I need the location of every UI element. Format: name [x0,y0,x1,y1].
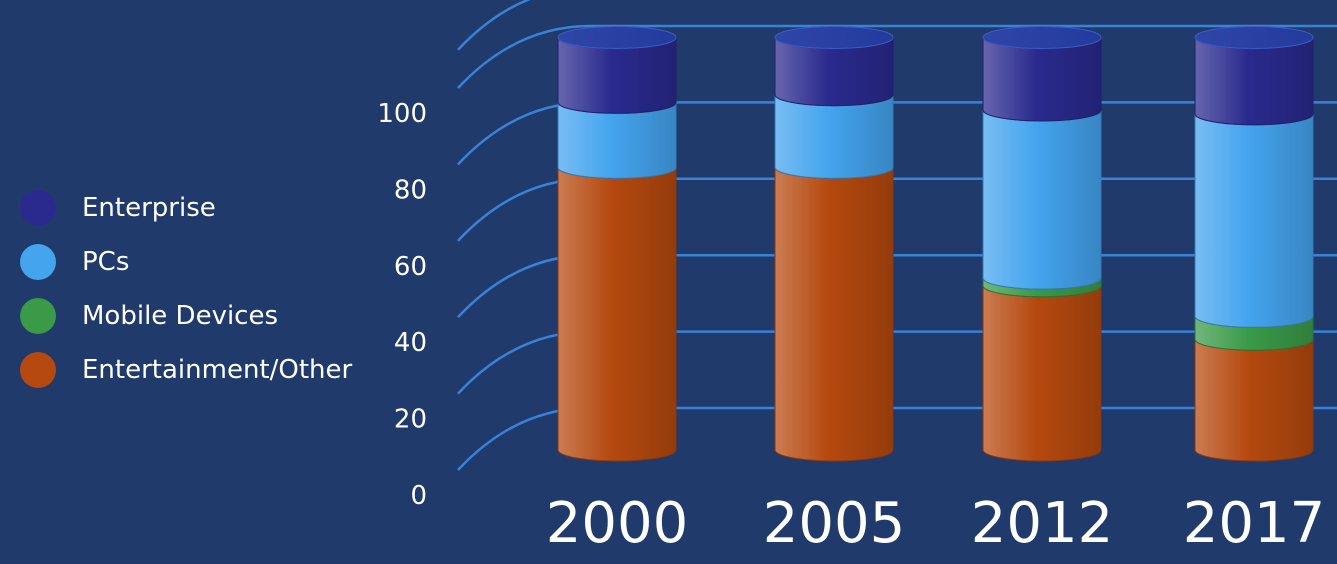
legend-label: Mobile Devices [82,301,279,331]
bar-segment-entertainment-other-2000 [557,167,677,462]
legend-label: Enterprise [82,193,216,223]
bar-segment-entertainment-other-2012 [982,285,1102,462]
legend-label: Entertainment/Other [82,355,353,385]
y-tick-label: 80 [394,175,427,205]
legend-swatch [20,244,56,280]
legend-item-pcs: PCs [20,244,352,280]
legend: Enterprise PCs Mobile Devices Entertainment… [20,190,352,388]
y-tick-label: 40 [394,328,427,358]
x-tick-label-2017: 2017 [1183,491,1326,556]
bar-segment-pcs-2017 [1194,113,1314,328]
bar-2012 [982,25,1102,462]
y-axis-ticks: 0 20 40 60 80 100 [377,99,427,511]
bar-segment-enterprise-2012 [982,37,1102,122]
bar-cap-2000 [557,25,677,49]
y-tick-label: 20 [394,405,427,435]
bars [557,25,1314,462]
legend-label: PCs [82,247,130,277]
bar-segment-pcs-2005 [774,94,894,179]
bar-cap-2005 [774,25,894,49]
legend-item-mobile-devices: Mobile Devices [20,298,352,334]
legend-swatch [20,298,56,334]
bar-2000 [557,25,677,462]
bar-segment-entertainment-other-2005 [774,167,894,462]
bar-segment-entertainment-other-2017 [1194,339,1314,462]
bar-segment-enterprise-2017 [1194,37,1314,126]
bar-2017 [1194,25,1314,462]
x-tick-label-2000: 2000 [546,491,689,556]
y-tick-label: 0 [410,481,427,511]
legend-swatch [20,190,56,226]
x-axis-ticks: 2000 2005 2012 2017 [546,491,1326,556]
legend-swatch [20,352,56,388]
bar-segment-pcs-2012 [982,109,1102,290]
legend-item-enterprise: Enterprise [20,190,352,226]
bar-cap-2017 [1194,25,1314,49]
legend-item-entertainment-other: Entertainment/Other [20,352,352,388]
bar-2005 [774,25,894,462]
gridline-100 [457,24,1337,89]
y-tick-label: 60 [394,252,427,282]
x-tick-label-2012: 2012 [971,491,1114,556]
y-tick-label: 100 [377,99,427,129]
x-tick-label-2005: 2005 [763,491,906,556]
bar-cap-2012 [982,25,1102,49]
gridline-110 [457,0,531,51]
